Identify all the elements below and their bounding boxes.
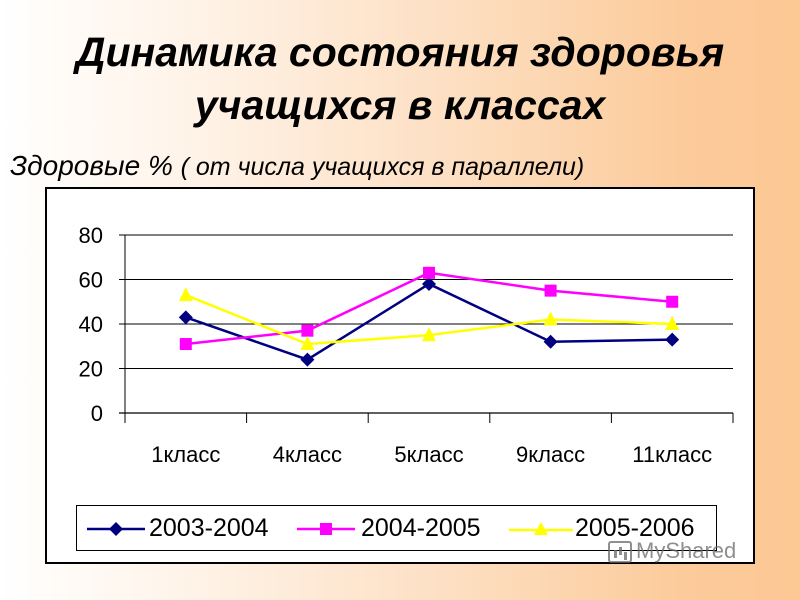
square-marker [301, 324, 314, 337]
axes [119, 235, 734, 423]
legend-label: 2003-2004 [149, 514, 269, 542]
diamond-marker [422, 276, 436, 291]
slide-title-line-1: Динамика состояния здоровья [75, 29, 725, 75]
gridlines [119, 234, 733, 369]
chart-subtitle: Здоровые % ( от числа учащихся в паралле… [10, 146, 584, 187]
y-axis-labels: 0 20 40 60 80 [79, 223, 103, 426]
square-marker [423, 266, 435, 279]
triangle-marker-icon [509, 522, 573, 535]
y-tick-label: 60 [79, 268, 103, 293]
legend-item-2003-2004: 2003-2004 [85, 512, 285, 544]
y-tick-label: 40 [79, 312, 103, 337]
diamond-marker [178, 310, 193, 325]
y-tick-label: 20 [79, 357, 103, 382]
diamond-marker [300, 352, 315, 367]
chart-area [45, 187, 755, 564]
triangle-marker [543, 311, 558, 326]
square-marker [666, 295, 679, 308]
x-axis-labels: 1класс 4класс 5класс 9класс 11класс [151, 442, 712, 467]
subtitle-note: ( от числа учащихся в параллели) [180, 153, 585, 181]
diamond-marker [665, 332, 680, 347]
triangle-marker [178, 287, 193, 302]
x-category-label: 1класс [151, 442, 220, 467]
triangle-marker [422, 327, 436, 342]
x-category-label: 5класс [394, 442, 463, 467]
x-category-label: 11класс [632, 442, 712, 467]
watermark-text: MyShared [636, 538, 737, 563]
y-tick-label: 80 [79, 223, 103, 248]
triangle-marker [665, 316, 680, 330]
legend-item-2005-2006: 2005-2006 [507, 512, 712, 544]
diamond-marker-icon [87, 522, 145, 536]
watermark: MyShared [608, 536, 736, 566]
square-marker-icon [297, 523, 355, 535]
presentation-chart-icon [608, 541, 632, 564]
slide-title-line-2: учащихся в классах [194, 82, 606, 128]
triangle-marker [300, 336, 315, 351]
x-category-label: 9класс [516, 442, 585, 467]
subtitle-main: Здоровые % [10, 150, 181, 181]
series-markers [178, 266, 680, 367]
legend-label: 2004-2005 [361, 514, 481, 542]
diamond-marker [543, 334, 558, 349]
legend-label: 2005-2006 [575, 514, 695, 542]
y-tick-label: 0 [91, 401, 103, 426]
x-category-label: 4класс [273, 442, 342, 467]
legend-item-2004-2005: 2004-2005 [295, 512, 495, 544]
square-marker [179, 338, 192, 351]
square-marker [544, 284, 557, 297]
